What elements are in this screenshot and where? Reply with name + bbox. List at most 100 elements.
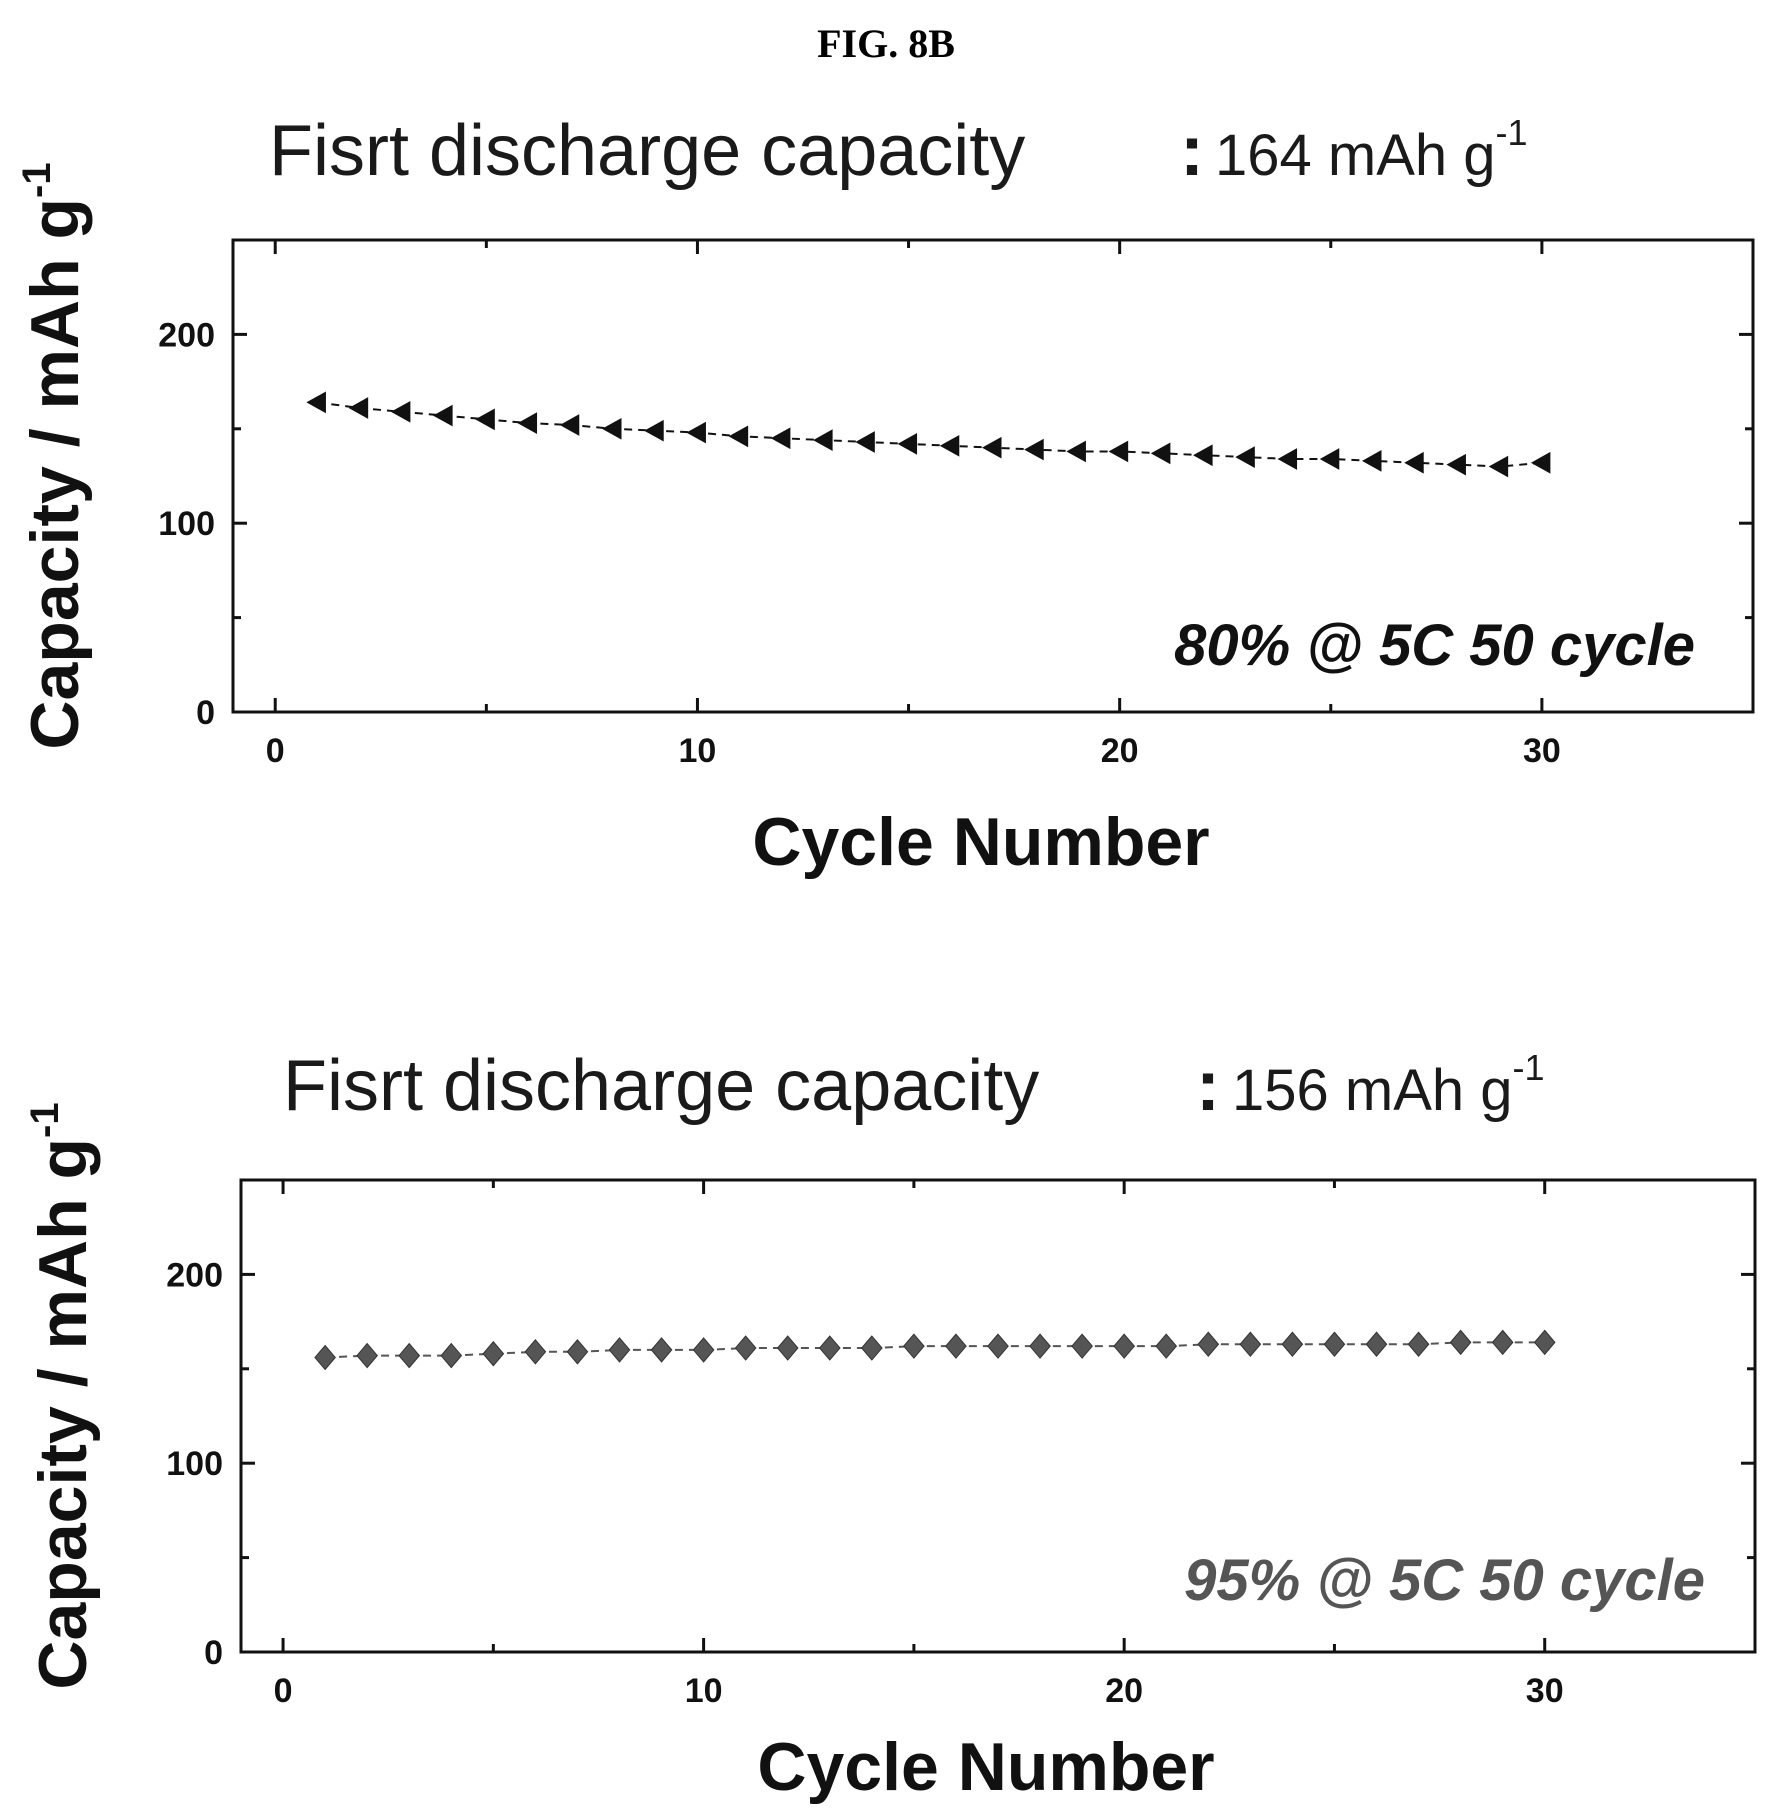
x-tick-label: 20 [1105, 1672, 1143, 1710]
data-point [1113, 1333, 1136, 1359]
data-point [728, 425, 749, 448]
data-point [1281, 1331, 1304, 1358]
plot-frame [231, 238, 1755, 714]
y-tick-label: 0 [196, 694, 215, 732]
data-point [945, 1333, 967, 1359]
chart-title-superscript: -1 [1513, 1047, 1545, 1088]
data-point [650, 1337, 673, 1363]
x-tick-label: 30 [1526, 1672, 1564, 1710]
chart-title-text: Fisrt discharge capacity [283, 1046, 1039, 1126]
data-point [1024, 438, 1044, 461]
chart-title-superscript: -1 [1496, 112, 1528, 153]
y-tick-label: 0 [204, 1634, 223, 1672]
data-point [981, 436, 1002, 459]
chart-title-value: 164 mAh g [1215, 123, 1496, 188]
retention-annotation: 80% @ 5C 50 cycle [1174, 613, 1695, 678]
data-point [601, 417, 622, 440]
data-point [1235, 446, 1255, 468]
data-point [1407, 1331, 1430, 1358]
capacity-chart-top: Fisrt discharge capacity:164 mAh g-1 0 10 2… [15, 111, 1755, 880]
y-tick-label: 100 [166, 1445, 223, 1483]
data-point [1491, 1329, 1514, 1356]
y-axis-title-text: Capacity / mAh g [17, 198, 93, 750]
data-point [644, 419, 664, 442]
data-point [1530, 451, 1551, 474]
x-tick-label: 10 [679, 732, 717, 770]
data-point [1071, 1333, 1093, 1359]
data-point [686, 421, 706, 444]
data-point [1277, 448, 1298, 470]
figure-label: FIG. 8B [817, 21, 955, 66]
data-point [1533, 1329, 1556, 1356]
data-point [1446, 453, 1466, 476]
data-point [1488, 455, 1509, 478]
data-point [939, 434, 960, 457]
x-axis-title: Cycle Number [757, 1729, 1214, 1805]
y-tick-label: 200 [166, 1256, 223, 1294]
data-point [692, 1337, 715, 1363]
x-tick-label: 0 [274, 1672, 293, 1710]
data-point [903, 1333, 925, 1359]
plot-frame [239, 1178, 1757, 1654]
data-point [306, 391, 326, 414]
data-point [1197, 1331, 1220, 1358]
data-point [390, 400, 411, 423]
data-point [987, 1333, 1009, 1359]
data-point [860, 1335, 883, 1361]
data-point [440, 1342, 463, 1369]
data-point [356, 1342, 379, 1369]
data-point [813, 429, 833, 451]
data-point [517, 412, 538, 434]
data-point [1361, 450, 1382, 472]
data-point [475, 408, 495, 431]
data-point [1323, 1331, 1346, 1358]
data-point [1449, 1329, 1472, 1356]
chart-title-colon: : [1180, 111, 1204, 191]
data-point [734, 1335, 757, 1361]
y-axis-title: Capacity / mAh g-1 [15, 162, 93, 749]
data-point [398, 1342, 421, 1369]
data-point [776, 1335, 799, 1361]
data-point [314, 1344, 336, 1371]
data-point [566, 1339, 589, 1365]
y-axis-title: Capacity / mAh g-1 [23, 1102, 101, 1689]
x-tick-label: 10 [685, 1672, 723, 1710]
y-axis-title-text: Capacity / mAh g [25, 1138, 101, 1690]
data-point [482, 1340, 505, 1367]
data-point [1108, 440, 1129, 463]
data-point [1365, 1331, 1388, 1358]
data-point [897, 433, 918, 455]
series-line [325, 1341, 1545, 1359]
retention-annotation: 95% @ 5C 50 cycle [1184, 1548, 1705, 1613]
data-point [1193, 444, 1213, 467]
y-tick-label: 200 [158, 316, 215, 354]
data-point [1150, 442, 1171, 465]
data-point [433, 404, 453, 427]
data-point [1239, 1331, 1262, 1358]
data-point [1155, 1333, 1178, 1359]
x-tick-label: 20 [1101, 732, 1139, 770]
y-axis-title-superscript: -1 [15, 162, 59, 198]
data-point [1319, 448, 1340, 470]
data-point [524, 1339, 547, 1365]
data-point [770, 427, 791, 450]
data-point [348, 397, 369, 419]
data-point [608, 1337, 631, 1363]
x-axis-title: Cycle Number [752, 804, 1209, 880]
data-point [1066, 440, 1086, 463]
chart-title-value: 156 mAh g [1232, 1058, 1513, 1123]
data-point [1404, 451, 1424, 474]
chart-title: Fisrt discharge capacity:156 mAh g-1 [283, 1046, 1545, 1126]
y-tick-label: 100 [158, 505, 215, 543]
chart-title: Fisrt discharge capacity:164 mAh g-1 [269, 111, 1528, 191]
data-point [1029, 1333, 1051, 1359]
x-tick-label: 30 [1523, 732, 1561, 770]
data-point [818, 1335, 841, 1361]
y-axis-title-superscript: -1 [23, 1102, 67, 1138]
x-tick-label: 0 [266, 732, 285, 770]
chart-panel-top: Fisrt discharge capacity:164 mAh g-1 0 10 2… [0, 0, 1772, 900]
chart-title-colon: : [1196, 1046, 1220, 1126]
data-point [855, 431, 875, 453]
